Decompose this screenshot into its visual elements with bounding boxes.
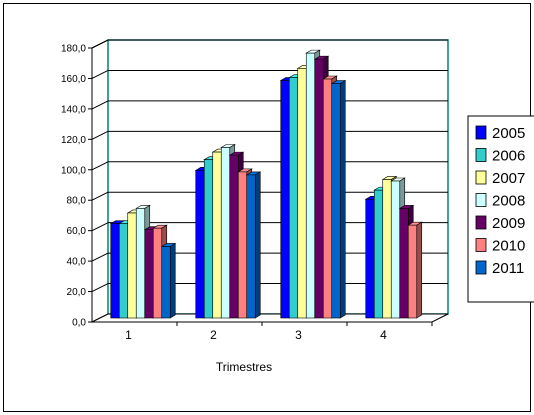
bar <box>144 229 154 319</box>
x-tick-label: 3 <box>295 328 302 342</box>
bar <box>382 179 392 319</box>
bar <box>135 208 146 319</box>
bar <box>322 78 333 319</box>
x-axis-title: Trimestres <box>216 360 272 374</box>
y-tick-label: 120,0 <box>61 135 86 146</box>
bar <box>280 80 290 319</box>
x-tick-label: 1 <box>125 328 132 342</box>
bar <box>212 151 222 319</box>
bar <box>127 212 137 319</box>
bar <box>220 147 231 319</box>
legend-label: 2008 <box>492 193 525 210</box>
gridline-side <box>91 39 109 49</box>
bar <box>331 83 341 319</box>
legend-swatch <box>475 148 487 162</box>
bar <box>246 174 256 319</box>
x-tick-label: 4 <box>380 328 387 342</box>
bar <box>118 223 129 319</box>
bar <box>152 227 163 319</box>
legend-swatch <box>475 260 487 275</box>
gridline-side <box>91 130 109 140</box>
bar <box>161 246 171 319</box>
bar <box>373 189 384 319</box>
bar <box>203 159 214 319</box>
bar <box>407 224 418 319</box>
bar <box>314 58 324 319</box>
gridline-side <box>91 69 109 79</box>
bar-side <box>416 221 423 319</box>
gridline-side <box>91 222 109 232</box>
legend-label: 2009 <box>492 215 525 232</box>
gridline-side <box>91 252 109 262</box>
bar <box>297 68 307 319</box>
x-tick-labels: 1 2 3 4 <box>125 322 433 342</box>
bar <box>305 52 316 319</box>
bar <box>229 154 239 319</box>
bars <box>109 49 423 319</box>
gridline-side <box>91 100 109 110</box>
bar <box>110 223 120 319</box>
y-tick-label: 140,0 <box>61 104 86 115</box>
gridline-side <box>91 161 109 171</box>
legend-label: 2006 <box>492 148 525 165</box>
bar-side <box>169 242 176 319</box>
bar <box>237 171 248 319</box>
y-tick-label: 180,0 <box>61 44 86 55</box>
y-tick-label: 160,0 <box>61 74 86 85</box>
bar-side <box>254 171 261 319</box>
bar <box>195 170 205 319</box>
y-tick-labels: 0,0 20,0 40,0 60,0 80,0 100,0 120,0 140,0 160,0 1… <box>61 44 86 329</box>
y-tick-label: 80,0 <box>67 196 87 207</box>
legend-swatch <box>475 125 487 140</box>
legend-label: 2007 <box>492 170 525 187</box>
gridline-side <box>91 191 109 201</box>
legend-swatch <box>475 215 487 230</box>
bar-side <box>339 80 346 319</box>
legend-swatch <box>475 238 487 252</box>
bar <box>365 198 375 319</box>
y-tick-label: 40,0 <box>67 257 87 268</box>
bar <box>399 208 409 319</box>
gridline-side <box>91 283 109 293</box>
chart-side-wall <box>91 39 109 323</box>
y-tick-label: 60,0 <box>67 226 87 237</box>
legend-swatch <box>475 170 487 185</box>
legend-swatch <box>475 193 487 207</box>
x-tick-label: 2 <box>210 328 217 342</box>
bar <box>288 77 299 319</box>
legend-label: 2005 <box>492 125 525 142</box>
legend-label: 2011 <box>492 260 524 277</box>
y-tick-label: 20,0 <box>67 287 87 298</box>
legend: 2005 2006 2007 2008 2009 2010 2011 <box>467 115 534 303</box>
bar <box>390 180 401 319</box>
y-tick-label: 0,0 <box>72 318 86 329</box>
y-tick-label: 100,0 <box>61 165 86 176</box>
legend-label: 2010 <box>492 238 525 255</box>
